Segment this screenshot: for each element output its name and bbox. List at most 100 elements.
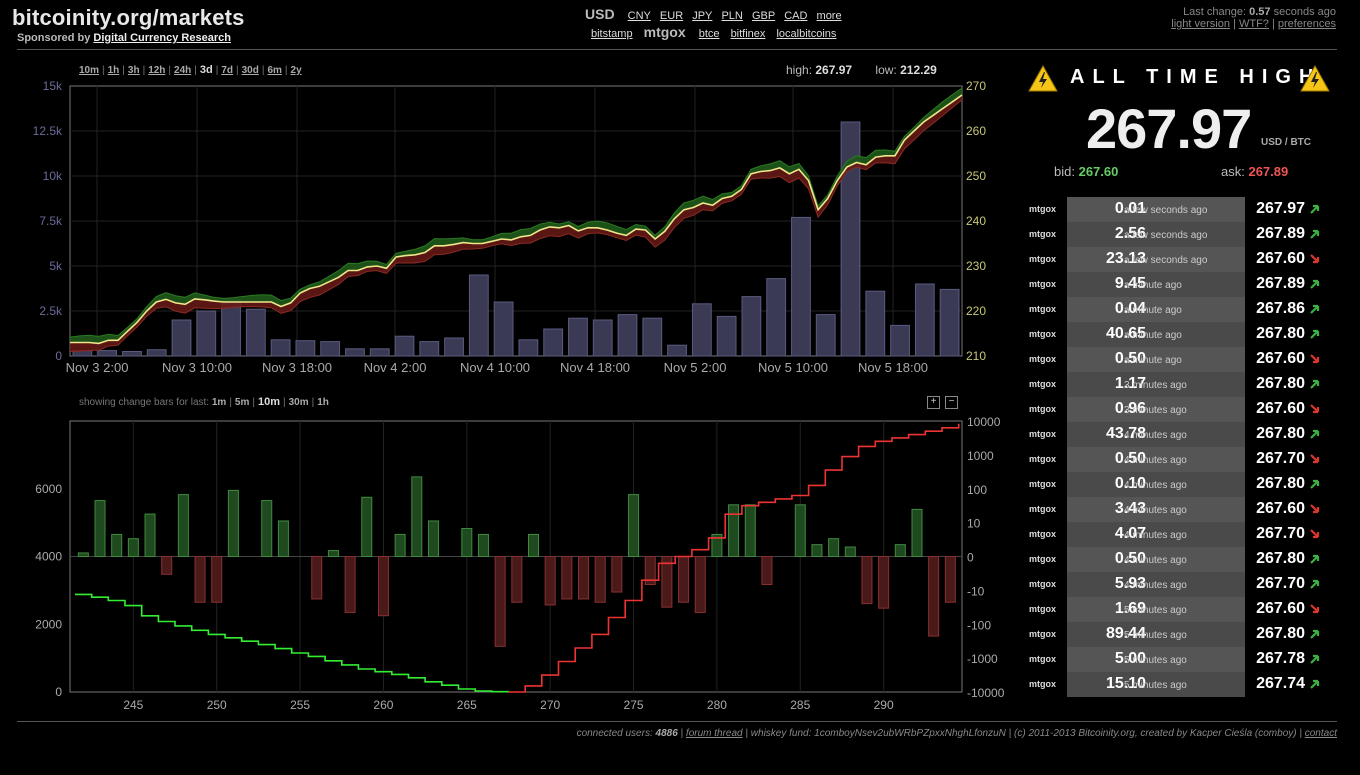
change-bar-up [828, 538, 840, 558]
change-1m[interactable]: 1m [211, 397, 227, 408]
change-bar-down [644, 556, 656, 586]
change-bar-up [728, 504, 740, 557]
exchange-bitstamp[interactable]: bitstamp [591, 28, 633, 40]
currency-pln[interactable]: PLN [721, 10, 743, 22]
trade-row: mtgox 5.93 4 minutes ago 267.70 [1023, 572, 1326, 597]
warning-icon [1300, 65, 1330, 92]
arrow-up-icon [1310, 279, 1320, 289]
change-10m[interactable]: 10m [257, 396, 281, 408]
y-right-tick-label: -100 [967, 618, 991, 632]
change-bar-down [761, 556, 773, 586]
arrow-up-icon [1310, 579, 1320, 589]
change-bar-down [211, 556, 223, 603]
y-right-tick-label: 220 [966, 304, 986, 318]
site-title[interactable]: bitcoinity.org/markets [12, 5, 245, 30]
contact-link[interactable]: contact [1304, 728, 1337, 739]
range-6m[interactable]: 6m [267, 65, 282, 76]
currency-jpy[interactable]: JPY [692, 10, 713, 22]
change-bar-down [694, 556, 706, 613]
top-links: light version | WTF? | preferences [1171, 18, 1336, 30]
trade-price-cell: 267.89 [1245, 272, 1326, 297]
change-bar-up [227, 489, 239, 557]
change-bar-up [94, 500, 106, 557]
trade-amount: 0.50 [1114, 350, 1146, 367]
trade-exchange: mtgox [1023, 447, 1067, 472]
change-bar-up [911, 508, 923, 557]
price-volume-chart[interactable]: 0 2.5k 5k 7.5k 10k 12.5k 15k 210 220 230 240 250 260… [0, 78, 1000, 378]
trade-price: 267.60 [1256, 600, 1305, 617]
currency-more[interactable]: more [816, 10, 842, 22]
currency-active: USD [585, 6, 615, 22]
volume-bar [914, 283, 935, 357]
change-bar-down [678, 556, 690, 603]
range-2y[interactable]: 2y [290, 65, 302, 76]
volume-bar [890, 324, 910, 357]
change-bar-up [111, 533, 123, 557]
warning-icon [1028, 65, 1058, 92]
trade-time: 5 minutes ago [1124, 630, 1187, 641]
zoom-in-button[interactable]: + [927, 396, 940, 409]
x-tick-label: 275 [624, 698, 644, 712]
y-right-tick-label: 230 [966, 259, 986, 273]
range-24h[interactable]: 24h [174, 65, 192, 76]
ask-value: 267.89 [1248, 164, 1289, 179]
exchange-bitfinex[interactable]: bitfinex [730, 28, 766, 40]
change-30m[interactable]: 30m [288, 397, 309, 408]
trade-exchange: mtgox [1023, 422, 1067, 447]
status-panel: Last change: 0.57 seconds ago light vers… [1171, 6, 1336, 30]
trade-price: 267.78 [1256, 650, 1305, 667]
zoom-out-button[interactable]: − [945, 396, 958, 409]
range-10m[interactable]: 10m [79, 65, 100, 76]
trade-price: 267.74 [1256, 675, 1305, 692]
trade-amount: 0.10 [1114, 475, 1146, 492]
range-30d[interactable]: 30d [241, 65, 259, 76]
trade-time: 4 minutes ago [1124, 430, 1187, 441]
trade-amount: 0.01 [1114, 200, 1146, 217]
range-1h[interactable]: 1h [107, 65, 120, 76]
trade-exchange: mtgox [1023, 572, 1067, 597]
trade-amount-cell: 1.17 3 minutes ago [1067, 372, 1245, 397]
market-depth-chart[interactable]: 245 250 255 260 265 270 275 280 285 290 0 2000 4000 6… [0, 410, 1010, 715]
currency-eur[interactable]: EUR [659, 10, 684, 22]
volume-bar [592, 319, 613, 357]
price-line [70, 94, 963, 345]
trade-row: mtgox 0.10 4 minutes ago 267.80 [1023, 472, 1326, 497]
change-5m[interactable]: 5m [234, 397, 250, 408]
range-3h[interactable]: 3h [127, 65, 140, 76]
volume-bar [369, 348, 390, 357]
y-left-tick-label: 0 [55, 349, 62, 363]
change-1h[interactable]: 1h [317, 397, 329, 408]
exchange-btce[interactable]: btce [698, 28, 720, 40]
trade-row: mtgox 4.07 4 minutes ago 267.70 [1023, 522, 1326, 547]
x-tick-label: Nov 4 18:00 [560, 360, 630, 375]
range-7d[interactable]: 7d [221, 65, 233, 76]
range-3d[interactable]: 3d [199, 64, 213, 76]
trade-exchange: mtgox [1023, 247, 1067, 272]
trade-price-cell: 267.78 [1245, 647, 1326, 672]
y-left-tick-label: 12.5k [33, 124, 63, 138]
arrow-up-icon [1310, 304, 1320, 314]
trade-time: 5 minutes ago [1124, 655, 1187, 666]
trade-price: 267.70 [1256, 450, 1305, 467]
y-left-tick-label: 7.5k [39, 214, 63, 228]
currency-cad[interactable]: CAD [784, 10, 808, 22]
wtf-link[interactable]: WTF? [1238, 18, 1269, 30]
x-tick-label: 255 [290, 698, 310, 712]
light-version-link[interactable]: light version [1171, 18, 1230, 30]
preferences-link[interactable]: preferences [1277, 18, 1336, 30]
trade-price-cell: 267.70 [1245, 522, 1326, 547]
currency-gbp[interactable]: GBP [751, 10, 776, 22]
y-right-tick-label: 10 [967, 517, 981, 531]
sponsor-link[interactable]: Digital Currency Research [93, 32, 231, 44]
y-right-tick-label: 0 [967, 551, 974, 565]
forum-link[interactable]: forum thread [685, 728, 743, 739]
trade-price-cell: 267.60 [1245, 597, 1326, 622]
trade-price-cell: 267.86 [1245, 297, 1326, 322]
x-tick-label: 260 [373, 698, 393, 712]
low-value: 212.29 [900, 63, 937, 77]
range-12h[interactable]: 12h [148, 65, 166, 76]
x-tick-label: Nov 4 2:00 [364, 360, 427, 375]
exchange-localbitcoins[interactable]: localbitcoins [776, 28, 837, 40]
trade-amount: 0.96 [1114, 400, 1146, 417]
currency-cny[interactable]: CNY [627, 10, 651, 22]
